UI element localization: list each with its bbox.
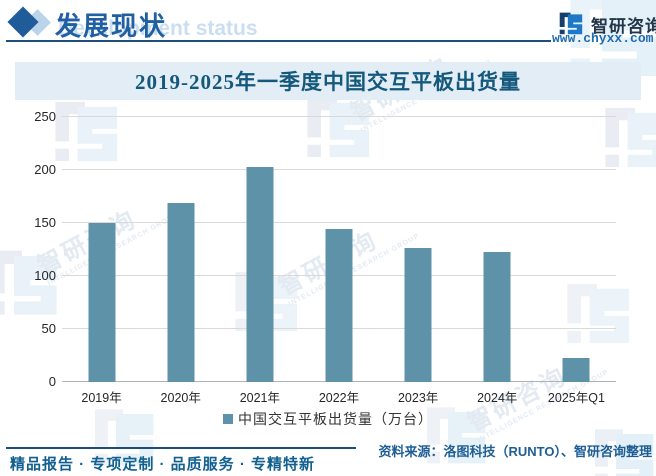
bar-slot — [220, 117, 299, 382]
bar-2020年 — [167, 202, 195, 382]
data-source: 资料来源：洛图科技（RUNTO）、智研咨询整理 — [378, 444, 652, 459]
y-axis-label: 250 — [34, 109, 56, 124]
y-axis-label: 50 — [41, 321, 56, 336]
section-watermark-text: Development status — [58, 17, 258, 40]
x-axis-label: 2020年 — [160, 391, 201, 405]
section-title: 发展现状 — [55, 11, 168, 41]
bar-2025年Q1 — [562, 357, 590, 382]
y-axis-label: 100 — [34, 268, 56, 283]
x-axis-label: 2025年Q1 — [547, 391, 605, 405]
x-axis-label: 2022年 — [318, 391, 360, 405]
bar-2022年 — [325, 229, 353, 382]
y-axis-label: 0 — [48, 374, 56, 389]
bar-2024年 — [483, 251, 511, 382]
gridline — [62, 169, 616, 170]
y-axis: 0 50 100 150 200 250 — [0, 109, 56, 389]
bar-series — [62, 117, 616, 382]
x-axis-label: 2021年 — [239, 391, 280, 405]
bar-slot — [141, 117, 220, 382]
bar-slot — [537, 117, 616, 382]
footer-slogan: 精品报告 · 专项定制 · 品质服务 · 专精特新 — [10, 456, 315, 473]
x-axis-label: 2023年 — [397, 391, 439, 405]
bar-2019年 — [88, 223, 116, 382]
brand-url[interactable]: www.chyxx.com — [552, 31, 654, 46]
chart-title-band: 2019-2025年一季度中国交互平板出货量 — [15, 62, 641, 100]
header-divider — [6, 40, 551, 42]
bar-slot — [379, 117, 458, 382]
y-axis-label: 200 — [34, 162, 56, 177]
legend-swatch — [223, 414, 233, 424]
footer-divider — [6, 447, 356, 449]
y-axis-label: 150 — [34, 215, 56, 230]
bar-slot — [62, 117, 141, 382]
bar-slot — [458, 117, 537, 382]
chart-title: 2019-2025年一季度中国交互平板出货量 — [135, 70, 521, 94]
legend: 中国交互平板出货量（万台） — [0, 409, 656, 429]
x-axis: 2019年 2020年 2021年 2022年 2023年 2024年 2025年Q1 — [62, 387, 616, 406]
plot-area — [62, 116, 616, 382]
bar-2023年 — [404, 248, 432, 382]
gridline — [62, 222, 616, 223]
x-axis-label: 2024年 — [477, 391, 518, 405]
x-axis-label: 2019年 — [81, 391, 122, 405]
bar-2021年 — [246, 166, 274, 382]
legend-label: 中国交互平板出货量（万台） — [238, 411, 433, 427]
bar-slot — [299, 117, 378, 382]
